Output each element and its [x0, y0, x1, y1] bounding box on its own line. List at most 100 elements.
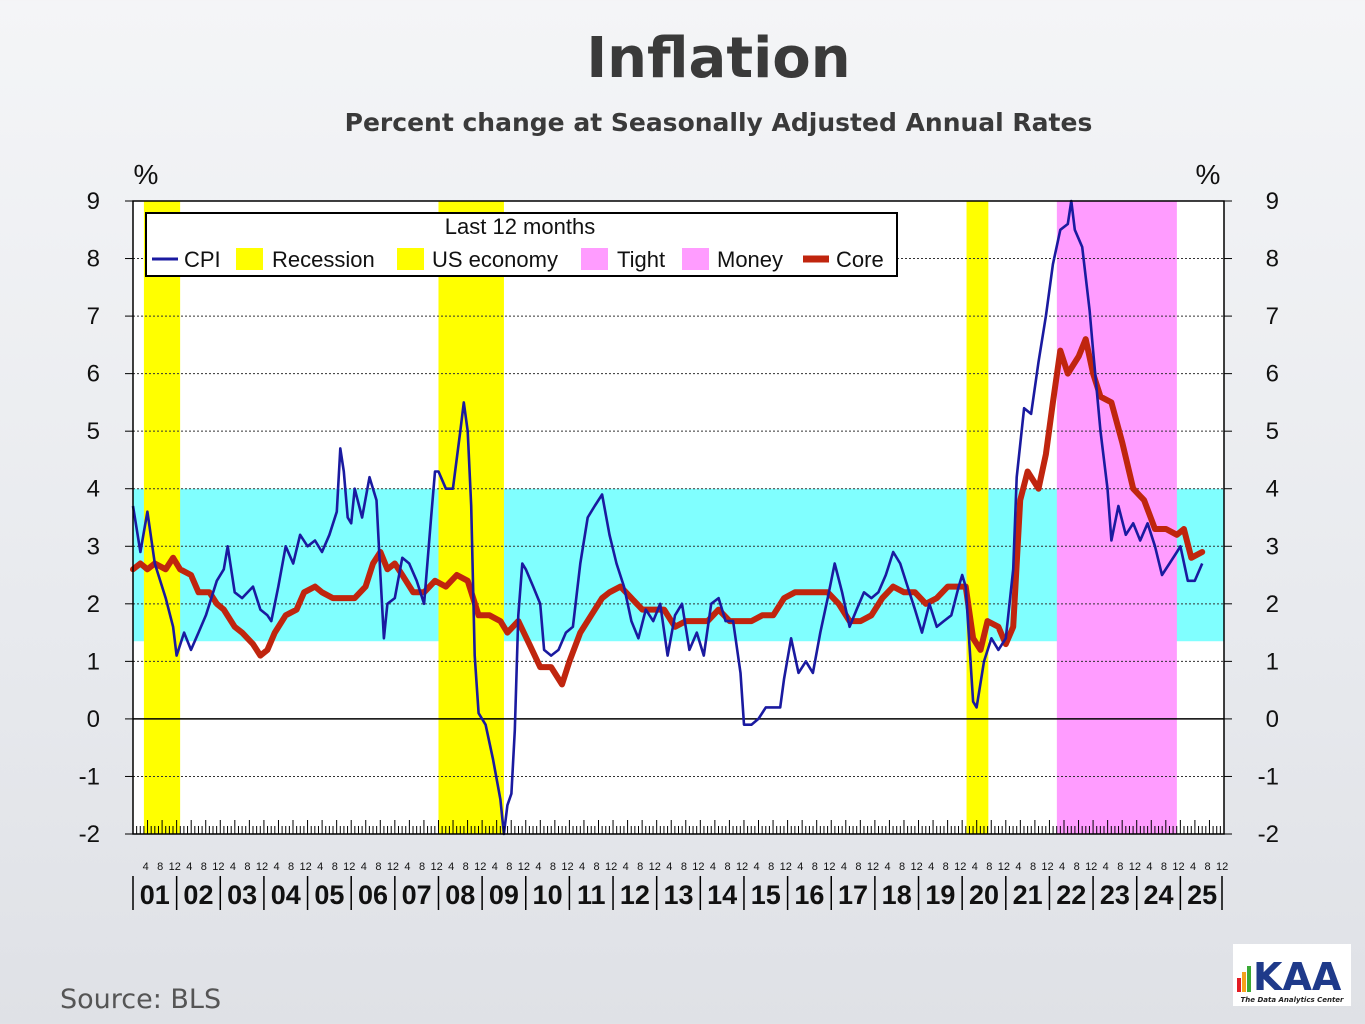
x-year-label: 10 — [533, 880, 563, 910]
x-month-label: 12 — [1216, 861, 1228, 873]
x-month-label: 4 — [230, 861, 236, 873]
x-month-label: 4 — [535, 861, 541, 873]
x-month-label: 12 — [1041, 861, 1053, 873]
x-month-label: 12 — [1172, 861, 1184, 873]
y-tick-label-right: 9 — [1266, 188, 1279, 215]
x-year-label: 07 — [402, 880, 432, 910]
y-tick-label-left: -2 — [79, 821, 100, 848]
x-year-label: 15 — [751, 880, 781, 910]
x-month-label: 4 — [448, 861, 454, 873]
y-axis-unit-left: % — [134, 159, 159, 190]
x-month-label: 12 — [823, 861, 835, 873]
x-month-label: 8 — [986, 861, 992, 873]
y-tick-label-left: 4 — [87, 476, 100, 503]
x-year-label: 21 — [1013, 880, 1043, 910]
y-tick-label-right: -2 — [1258, 821, 1279, 848]
y-tick-label-left: 0 — [87, 706, 100, 733]
legend-title: Last 12 months — [445, 214, 595, 239]
x-month-label: 8 — [943, 861, 949, 873]
x-month-label: 4 — [884, 861, 890, 873]
y-tick-label-right: -1 — [1258, 763, 1279, 790]
x-month-label: 4 — [710, 861, 716, 873]
legend-us-economy-swatch — [397, 248, 424, 270]
chart-subtitle: Percent change at Seasonally Adjusted An… — [344, 108, 1093, 137]
y-tick-label-left: 8 — [87, 246, 100, 273]
x-year-label: 12 — [620, 880, 650, 910]
x-month-label: 4 — [492, 861, 498, 873]
x-month-label: 12 — [867, 861, 879, 873]
y-axis-unit-right: % — [1196, 159, 1221, 190]
x-month-label: 8 — [201, 861, 207, 873]
legend-entry-money: Money — [717, 247, 783, 272]
x-year-label: 14 — [707, 880, 737, 910]
x-month-label: 8 — [899, 861, 905, 873]
x-month-label: 8 — [332, 861, 338, 873]
x-month-label: 4 — [797, 861, 803, 873]
x-month-label: 8 — [812, 861, 818, 873]
x-year-label: 01 — [140, 880, 170, 910]
y-tick-label-left: 2 — [87, 591, 100, 618]
x-year-label: 08 — [445, 880, 475, 910]
x-year-label: 04 — [271, 880, 301, 910]
x-month-label: 4 — [1015, 861, 1021, 873]
svg-text:KAA: KAA — [1253, 955, 1342, 999]
y-tick-label-left: -1 — [79, 763, 100, 790]
x-year-label: 09 — [489, 880, 519, 910]
x-year-label: 02 — [183, 880, 213, 910]
x-month-label: 8 — [506, 861, 512, 873]
x-month-label: 12 — [430, 861, 442, 873]
target-band — [133, 488, 1224, 642]
x-month-label: 12 — [1129, 861, 1141, 873]
x-month-label: 8 — [1030, 861, 1036, 873]
x-month-label: 8 — [288, 861, 294, 873]
legend-entry-core: Core — [836, 247, 884, 272]
series-layer — [130, 199, 1206, 836]
x-month-label: 4 — [1103, 861, 1109, 873]
y-tick-label-left: 7 — [87, 303, 100, 330]
x-year-label: 19 — [925, 880, 955, 910]
series-line-cpi — [131, 199, 1204, 836]
y-tick-label-right: 8 — [1266, 246, 1279, 273]
y-tick-label-right: 1 — [1266, 648, 1279, 675]
x-month-label: 8 — [419, 861, 425, 873]
legend-recession-swatch — [236, 248, 263, 270]
x-month-label: 4 — [972, 861, 978, 873]
recession-band-1 — [143, 201, 181, 834]
x-year-label: 05 — [314, 880, 344, 910]
y-tick-label-right: 0 — [1266, 706, 1279, 733]
y-tick-label-right: 2 — [1266, 591, 1279, 618]
x-month-label: 4 — [666, 861, 672, 873]
x-month-label: 8 — [724, 861, 730, 873]
x-year-label: 06 — [358, 880, 388, 910]
legend-entry-us-economy: US economy — [432, 247, 558, 272]
x-month-label: 4 — [841, 861, 847, 873]
svg-text:The Data Analytics Center: The Data Analytics Center — [1241, 996, 1345, 1004]
x-year-label: 25 — [1187, 880, 1217, 910]
x-month-label: 4 — [1146, 861, 1152, 873]
x-year-label: 22 — [1056, 880, 1086, 910]
x-month-label: 12 — [474, 861, 486, 873]
x-month-label: 12 — [561, 861, 573, 873]
x-month-label: 4 — [361, 861, 367, 873]
x-month-label: 12 — [911, 861, 923, 873]
x-month-label: 12 — [387, 861, 399, 873]
x-month-label: 12 — [692, 861, 704, 873]
y-tick-label-left: 6 — [87, 361, 100, 388]
x-month-label: 8 — [1204, 861, 1210, 873]
x-month-label: 12 — [649, 861, 661, 873]
legend: Last 12 months CPI Recession US economy … — [145, 212, 898, 277]
y-tick-label-left: 9 — [87, 188, 100, 215]
x-month-label: 12 — [736, 861, 748, 873]
x-month-label: 12 — [169, 861, 181, 873]
x-month-label: 4 — [1059, 861, 1065, 873]
x-month-label: 8 — [244, 861, 250, 873]
x-year-label: 16 — [794, 880, 824, 910]
x-month-label: 12 — [998, 861, 1010, 873]
x-month-label: 12 — [1085, 861, 1097, 873]
x-month-label: 8 — [681, 861, 687, 873]
x-month-label: 4 — [404, 861, 410, 873]
x-month-label: 8 — [550, 861, 556, 873]
x-month-label: 8 — [637, 861, 643, 873]
x-year-label: 24 — [1144, 880, 1174, 910]
